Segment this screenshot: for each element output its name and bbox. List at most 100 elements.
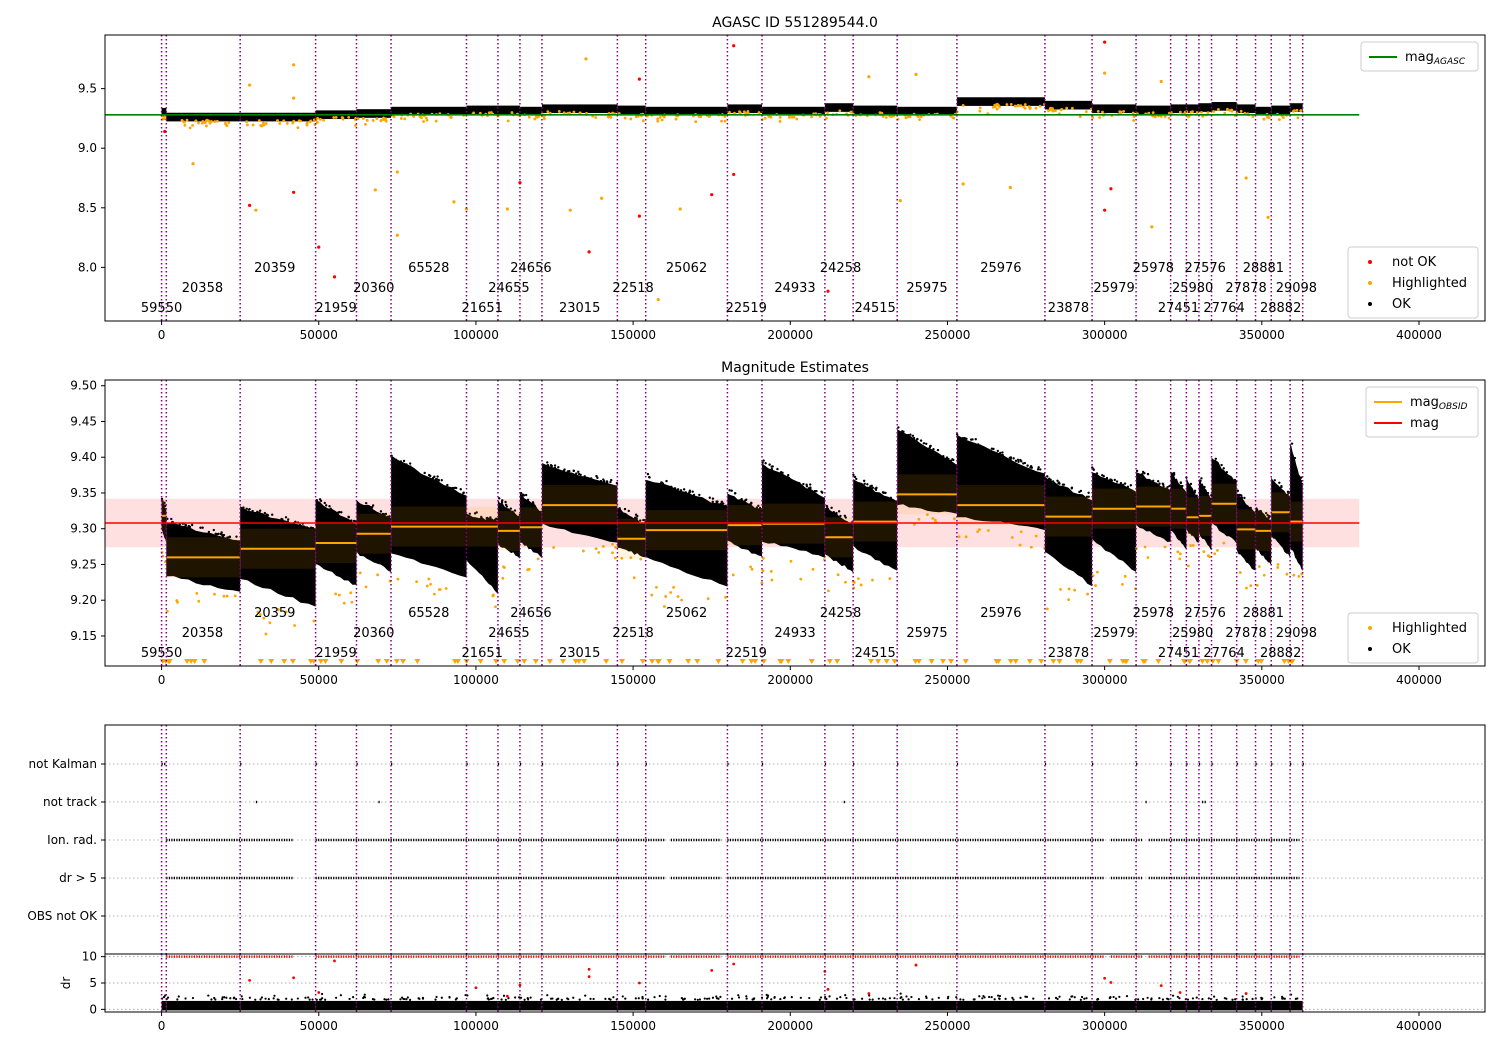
dr-ok-point: [318, 998, 322, 1001]
highlighted-point: [207, 119, 210, 123]
x-tick-label: 100000: [453, 328, 499, 342]
highlighted-point: [961, 182, 965, 186]
clipped-marker: [521, 659, 528, 664]
ok-point: [688, 491, 691, 494]
ok-point: [708, 496, 711, 499]
ok-point: [881, 491, 885, 494]
highlighted-point: [750, 567, 754, 571]
ok-point: [384, 512, 388, 516]
dr-ok-point: [839, 996, 842, 999]
clipped-marker: [785, 659, 792, 664]
dr-ok-point: [267, 998, 270, 1001]
highlighted-point: [852, 581, 856, 584]
ok-point: [1225, 471, 1229, 474]
ok-envelope: [1186, 477, 1199, 543]
ok-point: [1105, 476, 1109, 480]
ok-point: [286, 520, 289, 523]
clipped-marker: [1204, 659, 1211, 664]
highlighted-point: [316, 116, 320, 120]
obsid-label: 21959: [315, 301, 356, 316]
highlighted-point: [917, 517, 921, 521]
ok-point: [711, 500, 714, 504]
ok-point: [660, 481, 663, 484]
ok-band: [1198, 103, 1212, 112]
ok-point: [961, 436, 964, 440]
dr-ok-point: [745, 997, 748, 1000]
x-tick-label: 150000: [610, 328, 656, 342]
ok-point: [999, 451, 1002, 455]
ok-point: [855, 477, 858, 481]
highlighted-point: [658, 115, 662, 119]
dr-ok-point: [362, 995, 366, 998]
ok-point: [684, 491, 687, 494]
dr-ok-point: [546, 994, 549, 997]
dr-ok-point: [641, 997, 644, 1000]
ok-point: [781, 471, 784, 475]
dr-ok-band: [356, 1000, 392, 1011]
dr-ok-band: [1236, 1000, 1256, 1011]
ok-point: [1126, 485, 1130, 489]
highlighted-point: [246, 123, 249, 127]
dr-ok-point: [905, 995, 908, 998]
obsid-label: 27451: [1158, 301, 1199, 316]
highlighted-point: [276, 608, 280, 611]
dr-ok-point: [418, 997, 421, 1000]
ok-point: [271, 513, 274, 516]
dr-ok-point: [214, 998, 217, 1001]
ok-point: [744, 499, 747, 502]
ok-band: [1092, 104, 1137, 114]
highlighted-point: [1187, 115, 1190, 119]
highlighted-point: [706, 597, 710, 601]
not-ok-point: [1103, 40, 1107, 44]
dr-not-ok-point: [248, 978, 252, 982]
ok-point: [1079, 489, 1083, 493]
ok-point: [720, 500, 724, 503]
ok-point: [1278, 481, 1281, 484]
ok-point: [226, 536, 229, 539]
ok-point: [724, 504, 727, 508]
clipped-marker: [666, 659, 673, 664]
x-tick-label: 350000: [1239, 1019, 1285, 1033]
ok-point: [615, 481, 619, 485]
clipped-marker: [948, 659, 954, 664]
dr-ok-point: [1012, 998, 1015, 1001]
clipped-marker: [808, 659, 815, 664]
dr-ok-band: [853, 1000, 898, 1011]
dr-ok-point: [1080, 995, 1084, 999]
ok-point: [874, 487, 877, 490]
highlighted-point: [1159, 115, 1163, 118]
dr-ok-point: [608, 997, 611, 1000]
dr-ok-point: [191, 996, 195, 1000]
highlighted-point: [491, 594, 495, 598]
highlighted-point: [660, 118, 664, 122]
highlighted-point: [364, 585, 368, 589]
obsid-label: 24933: [774, 281, 815, 296]
highlighted-point: [1267, 116, 1271, 120]
ok-point: [1029, 466, 1032, 469]
obsid-label: 25978: [1133, 606, 1174, 621]
clipped-marker: [281, 659, 288, 664]
obsid-label: 25978: [1133, 261, 1174, 276]
ok-point: [1249, 506, 1252, 510]
dr-ok-band: [824, 1000, 854, 1011]
dr-ok-point: [229, 997, 232, 1000]
ok-point: [1036, 468, 1040, 471]
not-ok-point: [710, 193, 714, 197]
ok-point: [409, 465, 412, 468]
obsid-label: 22518: [612, 281, 653, 296]
highlighted-point: [778, 116, 782, 119]
ok-band: [497, 105, 520, 115]
clipped-marker: [191, 659, 198, 664]
dr-ok-point: [824, 996, 827, 999]
highlighted-point: [611, 111, 615, 115]
dr-ok-point: [584, 994, 587, 997]
ok-point: [768, 463, 771, 466]
ok-envelope: [617, 508, 646, 558]
highlighted-point: [931, 516, 935, 520]
dr-not-ok-point: [732, 962, 736, 966]
highlighted-point: [1216, 108, 1220, 111]
dr-ok-point: [1191, 997, 1195, 1000]
obsid-label: 29098: [1276, 281, 1317, 296]
highlighted-point: [918, 118, 921, 122]
highlighted-point: [399, 117, 403, 120]
